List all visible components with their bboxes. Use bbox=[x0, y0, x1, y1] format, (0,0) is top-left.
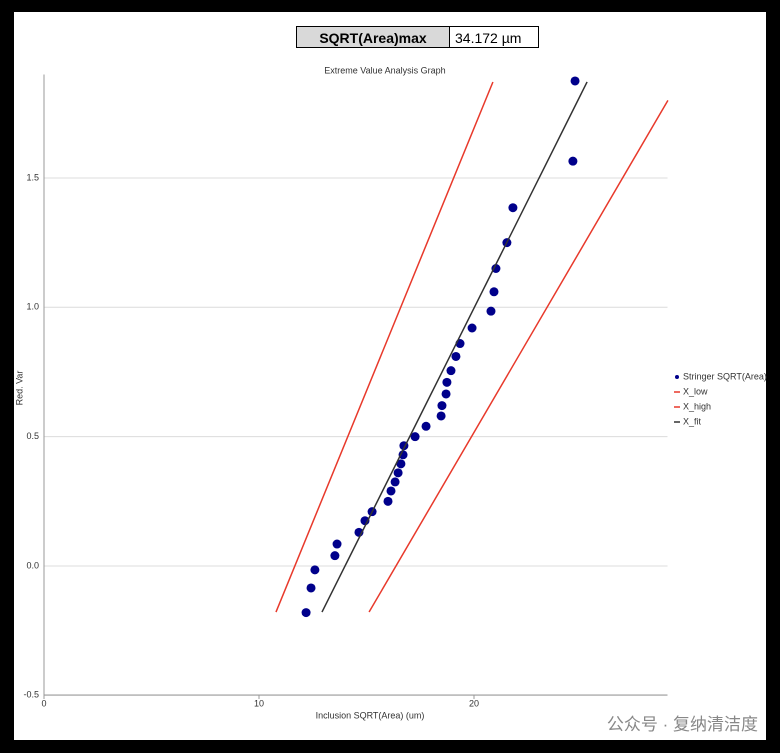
point bbox=[393, 468, 403, 478]
point bbox=[568, 156, 578, 166]
y-tick-label: 1.5 bbox=[26, 172, 39, 182]
point bbox=[437, 401, 447, 411]
point bbox=[446, 366, 456, 376]
line bbox=[321, 81, 588, 613]
point bbox=[332, 539, 342, 549]
point bbox=[386, 486, 396, 496]
y-tick-label: 0.5 bbox=[26, 431, 39, 441]
x-tick-label: 10 bbox=[254, 698, 264, 708]
point bbox=[421, 421, 431, 431]
point bbox=[436, 411, 446, 421]
legend-label: X_low bbox=[683, 386, 708, 396]
y-tick-label: 0.0 bbox=[26, 560, 39, 570]
point bbox=[451, 351, 461, 361]
point bbox=[486, 306, 496, 316]
header-value: 34.172 µm bbox=[449, 26, 539, 48]
y-axis-label: Red. Var bbox=[14, 371, 24, 406]
point bbox=[390, 477, 400, 487]
legend-label: X_high bbox=[683, 401, 711, 411]
point bbox=[489, 287, 499, 297]
x-axis-label: Inclusion SQRT(Area) (um) bbox=[316, 710, 425, 720]
point bbox=[310, 565, 320, 575]
line bbox=[275, 81, 494, 613]
point bbox=[441, 389, 451, 399]
legend-marker bbox=[675, 375, 679, 379]
legend-label: Stringer SQRT(Area) bbox=[683, 371, 767, 381]
panel bbox=[14, 12, 766, 740]
point bbox=[442, 377, 452, 387]
point bbox=[396, 459, 406, 469]
point bbox=[398, 450, 408, 460]
watermark: 公众号 · 复纳清洁度 bbox=[606, 715, 758, 734]
point bbox=[467, 323, 477, 333]
chart-title: Extreme Value Analysis Graph bbox=[324, 65, 445, 75]
x-tick-label: 0 bbox=[41, 698, 46, 708]
point bbox=[301, 608, 311, 618]
point bbox=[383, 496, 393, 506]
legend-label: X_fit bbox=[683, 416, 702, 426]
point bbox=[570, 76, 580, 86]
line bbox=[368, 99, 669, 613]
point bbox=[491, 263, 501, 273]
point bbox=[508, 203, 518, 213]
point bbox=[330, 551, 340, 561]
y-tick-label: -0.5 bbox=[23, 690, 39, 700]
x-tick-label: 20 bbox=[469, 698, 479, 708]
point bbox=[410, 432, 420, 442]
point bbox=[306, 583, 316, 593]
y-tick-label: 1.0 bbox=[26, 302, 39, 312]
